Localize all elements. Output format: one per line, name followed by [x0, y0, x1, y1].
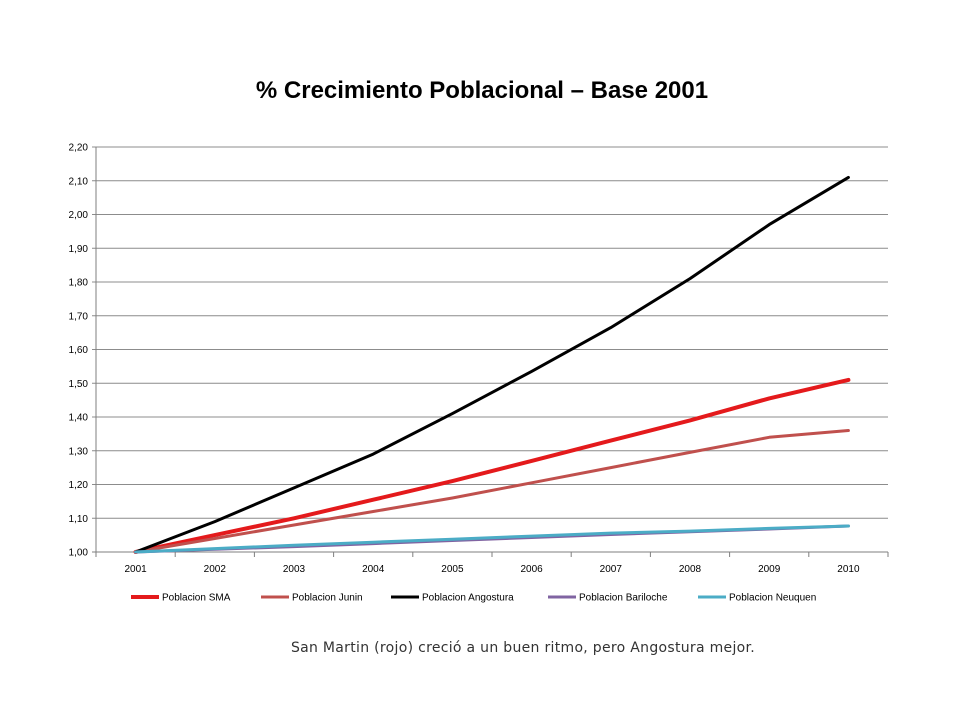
grid-lines [92, 146, 888, 553]
legend-item: Poblacion SMA [131, 593, 231, 604]
x-tick-label: 2009 [758, 564, 781, 575]
x-tick-label: 2007 [600, 564, 623, 575]
series-line-1 [134, 429, 850, 554]
y-tick-label: 1,30 [69, 446, 89, 457]
y-tick-label: 1,10 [69, 514, 89, 525]
legend-label: Poblacion Neuquen [729, 593, 816, 604]
x-axis-ticks: 2001 2002 2003 2004 2005 2006 2007 2008 2009 2010 [95, 552, 889, 575]
y-tick-label: 1,90 [69, 244, 89, 255]
slide-caption: San Martin (rojo) creció a un buen ritmo… [290, 640, 756, 656]
series-line-0 [133, 377, 851, 554]
series-line-2 [134, 175, 850, 554]
y-tick-label: 1,20 [69, 480, 89, 491]
x-tick-label: 2006 [520, 564, 543, 575]
legend: Poblacion SMA Poblacion Junin Poblacion An… [131, 593, 816, 604]
x-tick-label: 2010 [837, 564, 860, 575]
y-tick-label: 1,80 [69, 278, 89, 289]
y-tick-label: 2,00 [69, 210, 89, 221]
x-tick-label: 2005 [441, 564, 464, 575]
legend-label: Poblacion Bariloche [579, 593, 668, 604]
legend-item: Poblacion Angostura [391, 593, 514, 604]
x-tick-label: 2002 [204, 564, 227, 575]
x-tick-label: 2004 [362, 564, 385, 575]
legend-label: Poblacion Junin [292, 593, 363, 604]
series-line-4 [134, 524, 850, 554]
y-tick-label: 1,00 [69, 548, 89, 559]
legend-item: Poblacion Neuquen [698, 593, 816, 604]
y-axis-ticks: 1,00 1,10 1,20 1,30 1,40 1,50 1,60 1,70 1,80 1,90… [69, 143, 89, 559]
y-tick-label: 1,70 [69, 311, 89, 322]
x-tick-label: 2001 [124, 564, 147, 575]
y-tick-label: 2,10 [69, 176, 89, 187]
x-tick-label: 2003 [283, 564, 306, 575]
x-tick-label: 2008 [679, 564, 702, 575]
y-tick-label: 1,50 [69, 379, 89, 390]
legend-item: Poblacion Bariloche [548, 593, 668, 604]
series-lines [133, 175, 851, 554]
y-tick-label: 1,40 [69, 413, 89, 424]
legend-label: Poblacion Angostura [422, 593, 514, 604]
y-tick-label: 2,20 [69, 143, 89, 154]
legend-item: Poblacion Junin [261, 593, 363, 604]
y-tick-label: 1,60 [69, 345, 89, 356]
legend-label: Poblacion SMA [162, 593, 231, 604]
chart-title: % Crecimiento Poblacional – Base 2001 [256, 77, 708, 104]
